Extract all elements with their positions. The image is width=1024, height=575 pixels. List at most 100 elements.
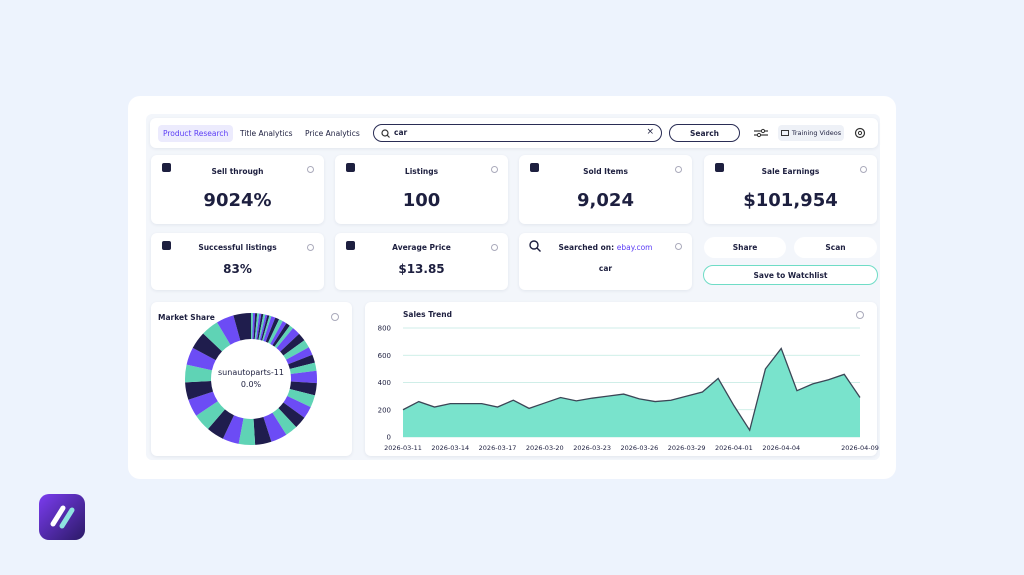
pie-segment xyxy=(256,313,262,340)
pie-segment xyxy=(272,408,297,435)
help-icon[interactable] xyxy=(491,244,498,251)
pie-segment xyxy=(270,321,287,346)
x-tick-label: 2026-03-11 xyxy=(384,444,422,452)
pie-segment xyxy=(262,315,272,341)
x-tick-label: 2026-03-23 xyxy=(573,444,611,452)
stat-icon xyxy=(162,163,171,172)
watchlist-button[interactable]: Save to Watchlist xyxy=(703,265,878,285)
pie-segment xyxy=(207,409,234,439)
tab[interactable]: Price Analytics xyxy=(305,129,360,138)
stat-label: Sale Earnings xyxy=(761,167,820,176)
pie-segment xyxy=(287,388,315,408)
y-tick-label: 600 xyxy=(378,352,391,360)
search-icon xyxy=(381,129,390,138)
stat-card: Successful listings 83% xyxy=(151,233,324,290)
filter-icon[interactable] xyxy=(754,128,768,138)
help-icon[interactable] xyxy=(856,311,864,319)
y-tick-label: 200 xyxy=(378,406,391,414)
pie-segment xyxy=(185,381,214,400)
stat-card: Sold Items 9,024 xyxy=(519,155,692,224)
training-button[interactable]: Training Videos xyxy=(778,125,844,141)
pie-segment xyxy=(265,317,280,343)
pie-segment xyxy=(263,316,276,342)
stat-icon xyxy=(530,163,539,172)
stat-icon xyxy=(715,163,724,172)
pie-segment xyxy=(203,322,231,352)
pie-segment xyxy=(217,315,241,345)
line xyxy=(402,347,861,432)
search-text: car xyxy=(394,128,408,137)
pie-segment xyxy=(283,396,311,418)
tab[interactable]: Product Research xyxy=(158,125,234,142)
stat-label: Average Price xyxy=(392,243,451,252)
help-icon[interactable] xyxy=(307,166,314,173)
settings-icon[interactable] xyxy=(854,127,866,139)
y-tick-label: 800 xyxy=(378,325,391,333)
x-tick-label: 2026-04-01 xyxy=(715,444,753,452)
pie-segment xyxy=(196,401,225,430)
help-icon[interactable] xyxy=(491,166,498,173)
x-tick-label: 2026-03-17 xyxy=(479,444,517,452)
pie-segment xyxy=(185,364,212,383)
stat-label: Sold Items xyxy=(583,167,628,176)
search-input[interactable]: car × xyxy=(373,124,662,142)
logo-mark xyxy=(50,505,75,529)
x-tick-label: 2026-04-04 xyxy=(762,444,800,452)
tab[interactable]: Title Analytics xyxy=(240,129,293,138)
pie-segment xyxy=(286,347,313,365)
share-button[interactable]: Share xyxy=(704,237,786,258)
y-tick-label: 0 xyxy=(387,434,391,442)
search-icon xyxy=(529,240,541,252)
pie-segment xyxy=(280,333,305,356)
stat-icon xyxy=(346,163,355,172)
pie-segment xyxy=(283,340,309,360)
stat-label: Successful listings xyxy=(198,243,277,252)
training-text: Training Videos xyxy=(791,129,842,137)
pie-segment xyxy=(259,314,268,341)
video-icon xyxy=(780,130,789,136)
pie-segment xyxy=(288,354,315,370)
stat-label: Sell through xyxy=(211,167,264,176)
y-tick-label: 400 xyxy=(378,379,391,387)
stat-icon xyxy=(346,241,355,250)
searched-query: car xyxy=(598,264,613,273)
stat-value: $13.85 xyxy=(398,262,445,276)
help-icon[interactable] xyxy=(675,243,682,250)
pie-segment xyxy=(253,417,272,445)
app-logo[interactable] xyxy=(39,494,85,540)
stat-card: Average Price $13.85 xyxy=(335,233,508,290)
help-icon[interactable] xyxy=(307,244,314,251)
clear-icon[interactable]: × xyxy=(646,127,654,137)
stat-value: 9,024 xyxy=(577,190,634,211)
pie-segment xyxy=(290,370,317,384)
pie-segment xyxy=(253,313,258,340)
scan-button[interactable]: Scan xyxy=(794,237,877,258)
chart-title: Market Share xyxy=(158,313,215,322)
pie-segment xyxy=(260,315,270,341)
stat-card: Sale Earnings $101,954 xyxy=(704,155,877,224)
searched-card: Searched on: ebay.com car xyxy=(519,233,692,290)
stat-value: 100 xyxy=(402,190,441,211)
pie-segment xyxy=(252,313,256,340)
pie-segment xyxy=(192,333,223,361)
help-icon[interactable] xyxy=(675,166,682,173)
search-button[interactable]: Search xyxy=(669,124,740,142)
pie-segment xyxy=(278,402,305,428)
pie-segment xyxy=(274,325,294,349)
pie-segment xyxy=(258,314,266,340)
help-icon[interactable] xyxy=(331,313,339,321)
searched-label: Searched on: ebay.com xyxy=(519,243,692,252)
x-tick-label: 2026-03-26 xyxy=(620,444,658,452)
pie-segment xyxy=(186,347,216,371)
pie-segment xyxy=(268,319,283,344)
searched-site[interactable]: ebay.com xyxy=(616,243,653,252)
x-tick-label: 2026-03-20 xyxy=(526,444,564,452)
nav-bar xyxy=(150,118,878,148)
center-value: 0.0% xyxy=(241,380,262,389)
pie-segment xyxy=(251,313,254,340)
searched-text: Searched on: xyxy=(558,243,615,252)
help-icon[interactable] xyxy=(860,166,867,173)
stat-value: 83% xyxy=(223,262,252,276)
pie-segment xyxy=(238,418,256,445)
